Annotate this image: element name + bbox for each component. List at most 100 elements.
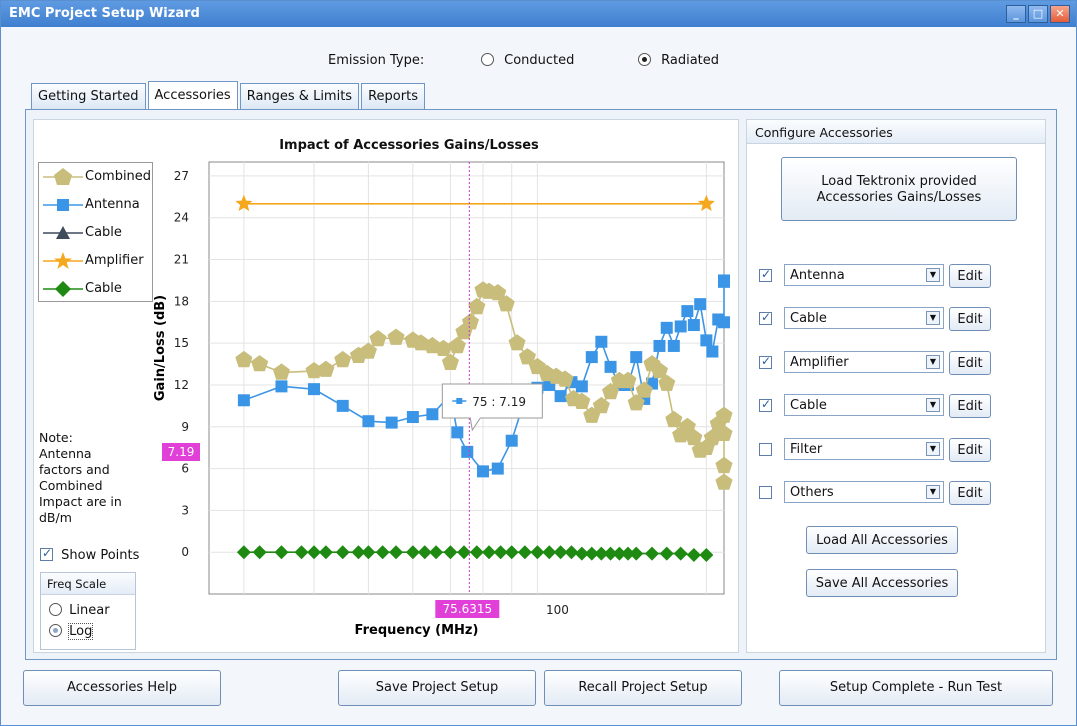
chevron-down-icon[interactable]: ▼ (926, 485, 940, 499)
cursor-x-readout-box (435, 600, 500, 618)
chevron-down-icon[interactable]: ▼ (926, 268, 940, 282)
chart-svg[interactable]: 0 3 6 9 12 15 18 21 24 27 100 Frequency (MHz) Gain/L… (34, 120, 740, 654)
run-test-button[interactable]: Setup Complete - Run Test (779, 670, 1053, 706)
accessory-select[interactable]: Cable ▼ (784, 307, 944, 329)
data-point-combined (715, 473, 733, 490)
diamond-marker-icon (43, 281, 83, 297)
data-point-combined (627, 394, 645, 411)
maximize-icon[interactable]: □ (1028, 5, 1048, 23)
y-tick-label: 6 (181, 462, 189, 476)
data-point-antenna (406, 411, 419, 424)
data-point-antenna (505, 434, 518, 447)
data-point-combined (635, 381, 653, 398)
radio-circle-icon[interactable] (481, 53, 494, 66)
radio-radiated-label: Radiated (661, 53, 720, 68)
checkbox-checked-icon[interactable] (759, 310, 772, 325)
radio-circle-selected-icon[interactable] (49, 624, 62, 637)
checkbox-checked-icon[interactable] (759, 397, 772, 412)
data-point-cable (612, 546, 627, 561)
accessory-select-value: Antenna (790, 268, 845, 283)
show-points-checkbox[interactable]: Show Points (40, 546, 139, 563)
data-point-combined (434, 339, 452, 356)
accessory-select[interactable]: Amplifier ▼ (784, 351, 944, 373)
freq-scale-group: Freq Scale Linear Log (40, 572, 136, 650)
data-point-combined (468, 297, 486, 315)
radio-radiated[interactable]: Radiated (638, 53, 719, 68)
data-point-cable (469, 545, 484, 560)
data-point-combined (715, 424, 733, 441)
data-point-cable (456, 545, 471, 560)
accessory-row-antenna: Antenna ▼ Edit (759, 264, 1039, 288)
accessory-select-value: Others (790, 485, 834, 500)
y-tick-label: 0 (181, 545, 189, 559)
chevron-down-icon[interactable]: ▼ (926, 442, 940, 456)
radio-log[interactable]: Log (49, 623, 94, 640)
chevron-down-icon[interactable]: ▼ (926, 311, 940, 325)
edit-button[interactable]: Edit (949, 351, 991, 375)
radio-log-label: Log (68, 623, 94, 640)
data-point-cable (361, 545, 376, 560)
tab-getting-started[interactable]: Getting Started (31, 83, 146, 109)
tab-accessories[interactable]: Accessories (147, 81, 238, 109)
checkbox-checked-icon[interactable] (40, 546, 53, 561)
save-all-accessories-button[interactable]: Save All Accessories (806, 569, 958, 597)
radio-circle-icon[interactable] (49, 603, 62, 616)
accessory-select[interactable]: Filter ▼ (784, 438, 944, 460)
edit-button[interactable]: Edit (949, 481, 991, 505)
cursor-x-readout: 75.6315 (442, 602, 492, 616)
data-point-cable (584, 546, 599, 561)
data-point-antenna (275, 380, 288, 393)
plot-frame (208, 161, 725, 595)
data-point-antenna (706, 345, 719, 358)
legend-label: Cable (85, 225, 122, 240)
checkbox-checked-icon[interactable] (759, 354, 772, 369)
data-point-combined (334, 350, 352, 368)
data-point-cable (318, 545, 333, 560)
legend-item-antenna: Antenna (39, 191, 152, 219)
radio-linear[interactable]: Linear (49, 603, 110, 618)
freq-scale-title: Freq Scale (41, 573, 135, 595)
accessory-select[interactable]: Antenna ▼ (784, 264, 944, 286)
edit-button[interactable]: Edit (949, 394, 991, 418)
checkbox-unchecked-icon[interactable] (759, 486, 772, 499)
edit-button[interactable]: Edit (949, 264, 991, 288)
load-tektronix-button[interactable]: Load Tektronix provided Accessories Gain… (781, 157, 1017, 221)
close-icon[interactable]: ✕ (1050, 5, 1070, 23)
data-point-combined (305, 362, 323, 379)
save-project-setup-button[interactable]: Save Project Setup (338, 670, 536, 706)
data-point-cable (482, 545, 497, 560)
minimize-icon[interactable]: _ (1006, 5, 1026, 23)
data-point-cable (594, 546, 609, 561)
tab-reports[interactable]: Reports (361, 83, 425, 109)
checkbox-unchecked-icon[interactable] (759, 443, 772, 456)
chart-legend: Combined Antenna Cable (38, 162, 153, 302)
data-point-amplifier (697, 194, 715, 212)
radio-conducted[interactable]: Conducted (481, 53, 574, 68)
data-point-combined (592, 396, 610, 414)
chevron-down-icon[interactable]: ▼ (926, 355, 940, 369)
edit-button[interactable]: Edit (949, 438, 991, 462)
recall-project-setup-button[interactable]: Recall Project Setup (544, 670, 742, 706)
data-point-antenna (385, 416, 398, 429)
data-point-cable (504, 545, 519, 560)
data-point-combined (497, 295, 515, 312)
checkbox-checked-icon[interactable] (759, 267, 772, 282)
data-point-antenna (575, 380, 588, 393)
data-point-cable (659, 546, 674, 561)
data-point-combined (573, 392, 591, 409)
accessory-select[interactable]: Cable ▼ (784, 394, 944, 416)
data-point-combined (317, 360, 335, 377)
data-point-antenna (554, 390, 567, 403)
accessory-select[interactable]: Others ▼ (784, 481, 944, 503)
load-all-accessories-button[interactable]: Load All Accessories (806, 526, 958, 554)
chevron-down-icon[interactable]: ▼ (926, 398, 940, 412)
edit-button[interactable]: Edit (949, 307, 991, 331)
data-point-antenna (426, 408, 439, 421)
legend-label: Combined (85, 169, 152, 184)
data-point-antenna (604, 360, 617, 373)
accessories-help-button[interactable]: Accessories Help (23, 670, 221, 706)
tab-ranges-limits[interactable]: Ranges & Limits (239, 83, 360, 109)
y-tick-label: 3 (181, 503, 189, 517)
radio-circle-selected-icon[interactable] (638, 53, 651, 66)
data-point-combined (518, 348, 536, 365)
